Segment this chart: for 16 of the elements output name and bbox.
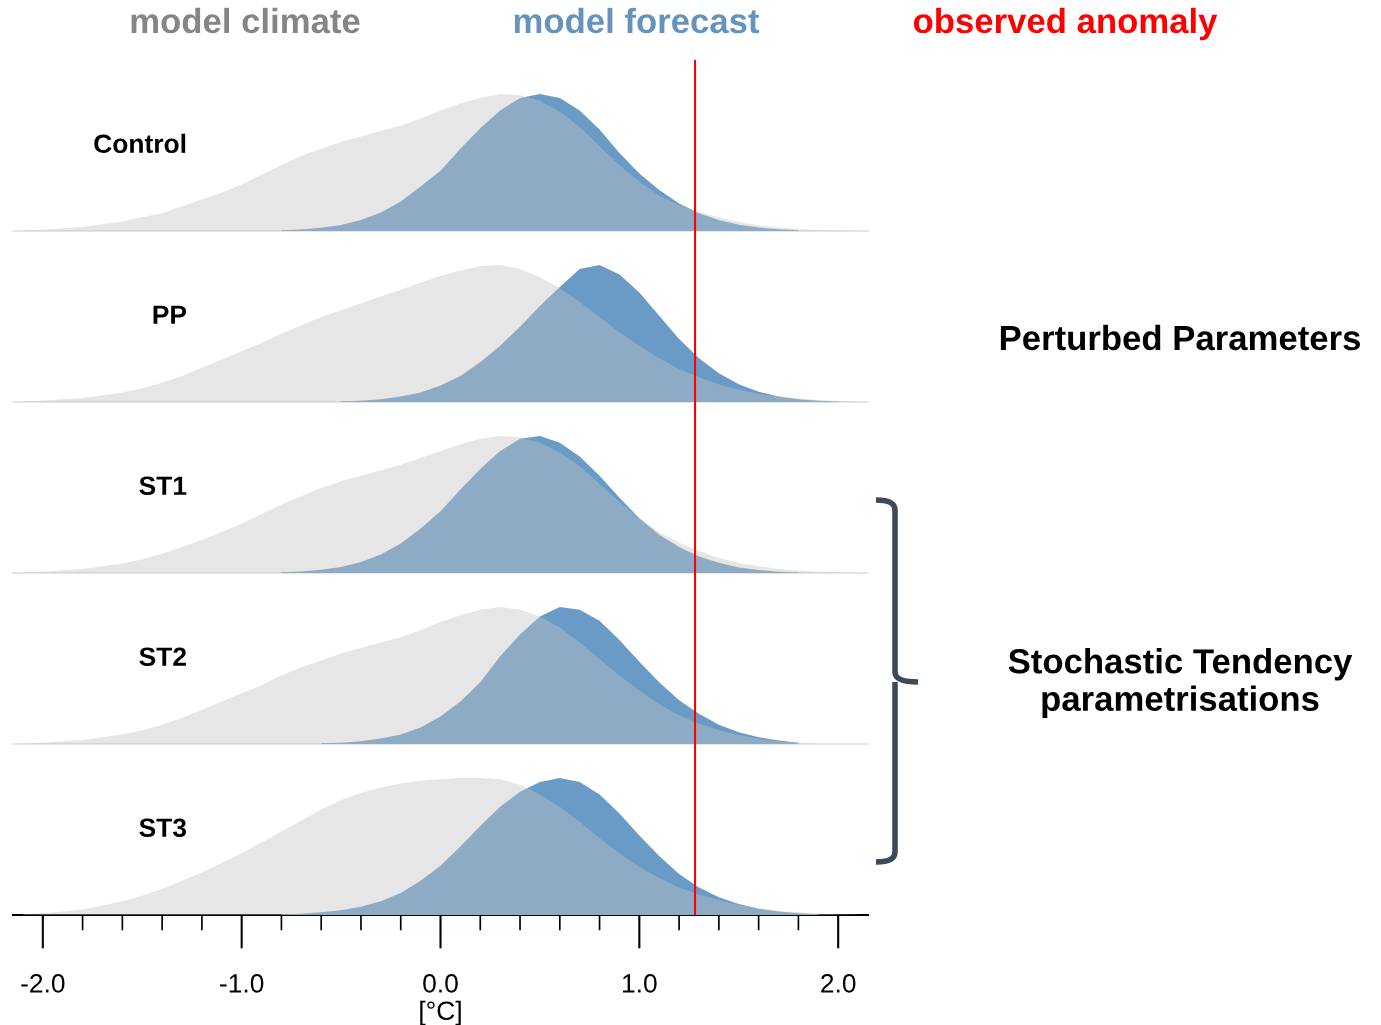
- text: PP: [153, 305, 187, 324]
- ref-line-label: observed anomaly: [913, 7, 1218, 41]
- text: model climate: [131, 7, 360, 34]
- text: Perturbed Parameters: [1000, 324, 1360, 351]
- x-tick-label: 2.0: [821, 974, 856, 993]
- text: ST2: [139, 647, 186, 667]
- x-axis-title: [°C]: [420, 1000, 461, 1025]
- text: ST1: [139, 476, 187, 496]
- x-tick-label: -2.0: [21, 974, 65, 993]
- text: Control: [94, 133, 186, 154]
- text: ST3: [139, 818, 187, 838]
- x-tick-label: -1.0: [220, 974, 264, 993]
- x-tick-label: 1.0: [623, 974, 657, 993]
- x-tick-label: 0.0: [423, 974, 458, 993]
- series-label: model forecast: [514, 7, 760, 34]
- text: Stochastic Tendency parametrisations: [1008, 648, 1353, 718]
